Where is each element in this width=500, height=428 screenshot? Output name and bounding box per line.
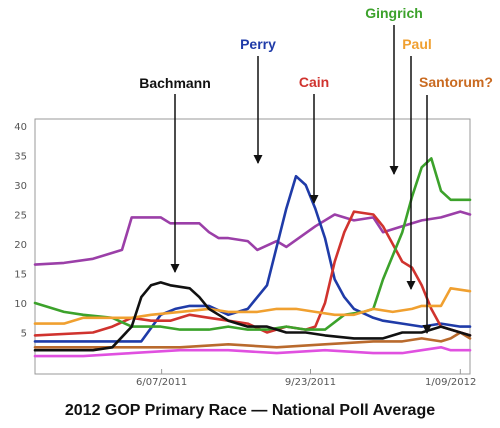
y-tick-label: 5 (21, 329, 27, 340)
y-tick-label: 40 (14, 122, 27, 133)
callout-label-gingrich: Gingrich (365, 5, 423, 21)
callout-label-cain: Cain (299, 74, 329, 90)
series-line-huntsman (33, 345, 472, 358)
y-tick-label: 25 (14, 211, 27, 222)
series-line-bachmann (33, 281, 472, 352)
x-axis: 6/07/2011 9/23/2011 1/09/2012 (136, 369, 476, 388)
y-tick-label: 10 (14, 299, 27, 310)
x-tick-label: 9/23/2011 (285, 377, 336, 388)
poll-chart: 40 35 30 25 20 15 10 5 6/07/2011 9/23/2011 1/09/2… (14, 5, 493, 388)
x-tick-label: 1/09/2012 (425, 377, 476, 388)
callout-annotations: Bachmann Perry Cain Gingrich Paul Santorum? (139, 5, 493, 334)
y-axis: 40 35 30 25 20 15 10 5 (14, 122, 27, 340)
chart-caption: 2012 GOP Primary Race — National Poll Av… (64, 402, 436, 419)
series-line-santorum (33, 331, 472, 349)
y-tick-label: 30 (14, 181, 27, 192)
y-tick-label: 20 (14, 240, 27, 251)
callout-label-paul: Paul (402, 36, 432, 52)
y-tick-label: 35 (14, 152, 27, 163)
callout-label-bachmann: Bachmann (139, 75, 211, 91)
series-line-paul (33, 286, 472, 325)
series-line-gingrich (33, 157, 472, 331)
callout-label-perry: Perry (240, 36, 276, 52)
x-tick-label: 6/07/2011 (136, 377, 187, 388)
series-line-cain (33, 210, 472, 337)
y-tick-label: 15 (14, 270, 27, 281)
callout-label-santorum: Santorum? (419, 74, 493, 90)
series-line-romney (33, 210, 472, 266)
